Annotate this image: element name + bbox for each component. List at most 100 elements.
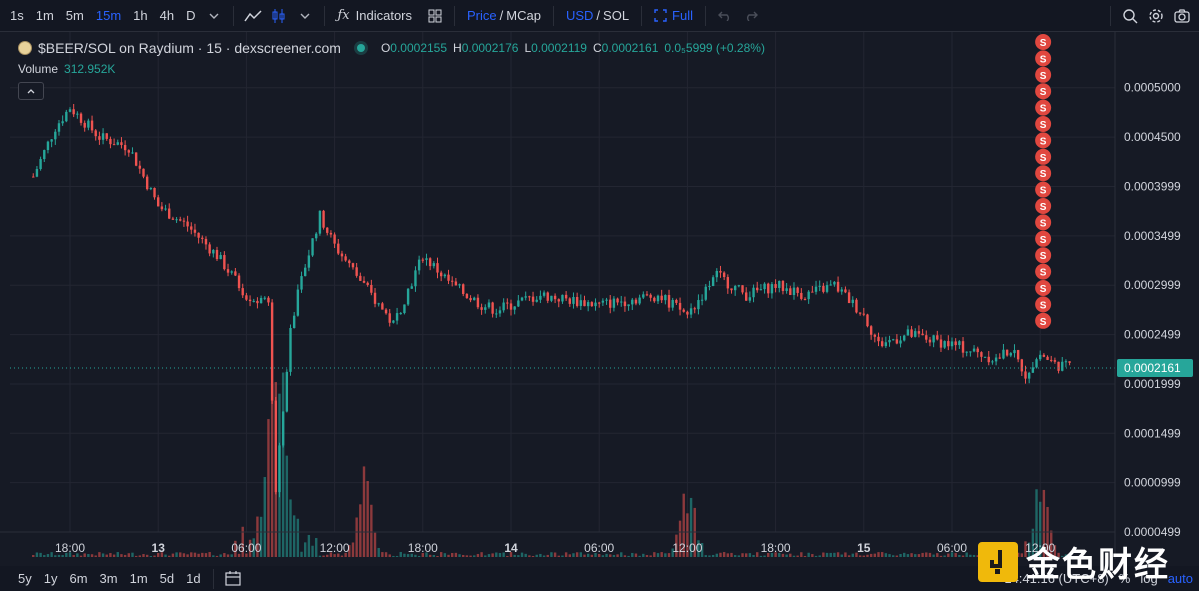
candle-body: [32, 176, 35, 178]
range-6m[interactable]: 6m: [69, 571, 88, 586]
indicators-button[interactable]: ƒx Indicators: [331, 0, 418, 32]
candle-body: [664, 295, 667, 301]
candle-body: [965, 351, 968, 353]
volume-bar: [226, 554, 230, 557]
volume-bar: [197, 553, 200, 557]
x-tick-label: 12:00: [1025, 541, 1055, 555]
auto-toggle[interactable]: auto: [1167, 571, 1193, 586]
fullscreen-button[interactable]: Full: [648, 0, 699, 32]
candle-body: [186, 221, 189, 227]
sell-marker: [1035, 198, 1052, 214]
line-tool-icon[interactable]: [240, 0, 266, 32]
volume-bar: [204, 553, 208, 557]
volume-bar: [1042, 489, 1046, 557]
volume-bar: [756, 552, 759, 557]
volume-bar: [428, 554, 432, 557]
volume-bar: [175, 552, 178, 557]
volume-bar: [406, 554, 410, 557]
candle-body: [943, 341, 946, 348]
interval-5m[interactable]: 5m: [65, 8, 84, 23]
mcap-option[interactable]: MCap: [506, 8, 541, 23]
sell-marker-label: S: [1040, 169, 1047, 180]
candle-body: [197, 232, 200, 238]
candle-body: [829, 284, 832, 286]
ohlc-high: 0.0002176: [461, 41, 519, 55]
undo-icon[interactable]: [712, 0, 738, 32]
candle-body: [237, 275, 241, 289]
y-tick-label: 0.0003999: [1124, 180, 1181, 194]
volume-bar: [928, 552, 932, 557]
zoom-icon[interactable]: [1117, 0, 1143, 32]
volume-bar: [840, 554, 843, 557]
separator: [233, 5, 235, 26]
candles-icon[interactable]: [266, 0, 292, 32]
range-3m[interactable]: 3m: [99, 571, 118, 586]
candle-body: [745, 292, 748, 301]
sell-marker: [1035, 83, 1052, 100]
redo-icon[interactable]: [738, 0, 764, 32]
volume-bar: [421, 552, 424, 557]
percent-toggle[interactable]: %: [1118, 571, 1131, 586]
sol-option[interactable]: SOL: [603, 8, 630, 23]
x-tick-label: 18:00: [408, 541, 438, 555]
interval-1s[interactable]: 1s: [10, 8, 24, 23]
range-5d[interactable]: 5d: [159, 571, 175, 586]
usd-option[interactable]: USD: [565, 8, 594, 23]
candle-body: [932, 335, 935, 343]
candle-body: [65, 111, 68, 122]
volume-bar: [333, 554, 336, 557]
collapse-legend-button[interactable]: [18, 82, 44, 100]
volume-bar: [458, 554, 461, 557]
candle-body: [906, 329, 910, 336]
candle-body: [384, 309, 388, 314]
price-chart[interactable]: SSSSSSSSSSSSSSSSSS0.00050000.00045000.00…: [0, 32, 1199, 559]
interval-D[interactable]: D: [186, 8, 196, 23]
range-5y[interactable]: 5y: [18, 571, 32, 586]
chart-area[interactable]: S S S S S S S S S S S S S S S S S S 0.0005000 0.0004500 0.00…: [0, 32, 1199, 559]
price-mcap-toggle[interactable]: Price / MCap: [461, 0, 547, 32]
candle-body: [46, 141, 50, 151]
interval-4h[interactable]: 4h: [159, 8, 175, 23]
candle-body: [149, 187, 153, 190]
chevron-down-icon[interactable]: [201, 0, 227, 32]
separator: [324, 5, 326, 26]
interval-1h[interactable]: 1h: [133, 8, 148, 23]
separator: [212, 568, 214, 589]
volume-bar: [498, 552, 502, 557]
candle-body: [123, 145, 127, 151]
interval-15m[interactable]: 15m: [95, 8, 122, 23]
settings-icon[interactable]: [1143, 0, 1169, 32]
y-tick-label: 0.0002999: [1124, 278, 1181, 292]
price-option[interactable]: Price: [467, 8, 497, 23]
volume-bar: [524, 553, 527, 557]
volume-bar: [370, 504, 373, 557]
candle-body: [557, 299, 560, 302]
volume-bar: [939, 555, 943, 557]
interval-1m[interactable]: 1m: [35, 8, 54, 23]
volume-bar: [267, 419, 270, 557]
volume-bar: [359, 504, 362, 557]
usd-sol-toggle[interactable]: USD / SOL: [560, 0, 635, 32]
volume-bar: [671, 548, 674, 557]
calendar-icon[interactable]: [220, 566, 246, 591]
volume-bar: [35, 552, 39, 557]
candle-body: [469, 298, 472, 301]
layout-icon[interactable]: [422, 0, 448, 32]
candle-body: [326, 227, 329, 233]
volume-bar: [105, 554, 108, 557]
candle-body: [517, 300, 520, 307]
log-toggle[interactable]: log: [1140, 571, 1158, 586]
chevron-down-icon[interactable]: [292, 0, 318, 32]
camera-icon[interactable]: [1169, 0, 1195, 32]
range-1d[interactable]: 1d: [186, 571, 201, 586]
x-tick-label: 06:00: [584, 541, 614, 555]
x-tick-label: 13: [152, 541, 166, 555]
range-1m[interactable]: 1m: [129, 571, 148, 586]
candle-body: [168, 208, 171, 219]
volume-bar: [32, 555, 35, 557]
volume-bar: [278, 393, 281, 557]
range-1y[interactable]: 1y: [43, 571, 58, 586]
volume-bar: [399, 552, 402, 557]
volume-bar: [153, 555, 156, 557]
volume-bar: [90, 554, 94, 557]
